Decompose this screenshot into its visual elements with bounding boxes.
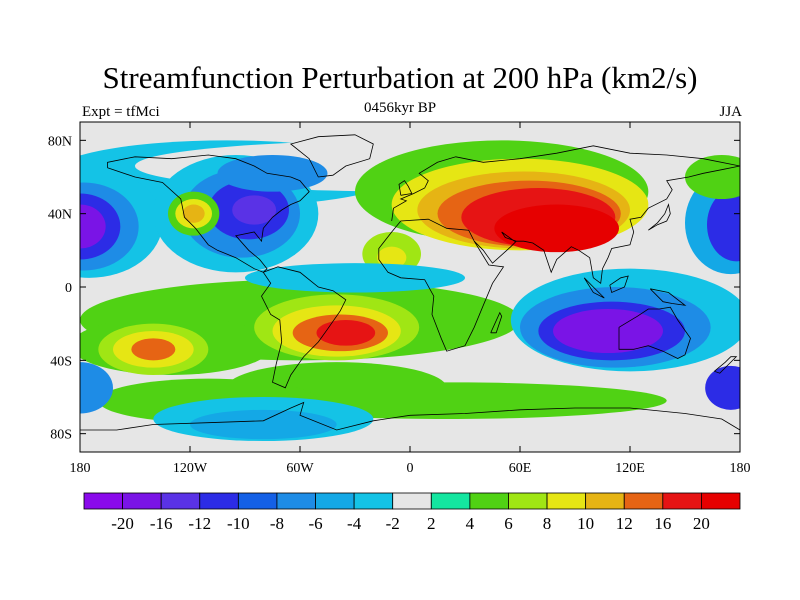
colorbar-label-12: 10 bbox=[577, 514, 594, 533]
field-contour-45 bbox=[685, 155, 740, 199]
colorbar-swatch-13 bbox=[585, 492, 625, 510]
coastline-12 bbox=[609, 275, 629, 294]
colorbar-label-0: -20 bbox=[111, 514, 134, 533]
colorbar-swatch-4 bbox=[237, 492, 278, 510]
field-contour-32 bbox=[316, 320, 376, 346]
lon-tick-label-4: 60E bbox=[509, 461, 532, 476]
field-contour-12 bbox=[707, 188, 740, 262]
colorbar-swatch-15 bbox=[662, 492, 702, 510]
lat-tick-label-2: 0 bbox=[65, 281, 72, 296]
colorbar-label-6: -4 bbox=[347, 514, 362, 533]
colorbar-label-2: -12 bbox=[188, 514, 211, 533]
field-contour-22 bbox=[377, 246, 407, 269]
coastline-13 bbox=[649, 288, 687, 306]
colorbar-label-8: 2 bbox=[427, 514, 436, 533]
coastline-3 bbox=[378, 218, 505, 352]
axis-ticks: 80N 40N 0 40S 80S 180 120W 60W 0 60E 120E 180 bbox=[48, 122, 751, 476]
chart-title: Streamfunction Perturbation at 200 hPa (… bbox=[102, 60, 698, 95]
coastline-9 bbox=[398, 180, 413, 196]
colorbar-swatch-5 bbox=[276, 492, 316, 510]
colorbar-swatch-3 bbox=[199, 492, 239, 510]
field-contour-17 bbox=[217, 155, 328, 192]
coastline-5 bbox=[473, 165, 740, 285]
colorbar-label-14: 16 bbox=[654, 514, 671, 533]
field-contour-16 bbox=[232, 195, 277, 225]
streamfunction-field bbox=[80, 122, 740, 452]
field-contour-35 bbox=[131, 338, 176, 361]
coastline-14 bbox=[714, 356, 738, 374]
lon-tick-label-6: 180 bbox=[730, 461, 751, 476]
colorbar-swatch-8 bbox=[392, 492, 432, 510]
coastline-1 bbox=[289, 134, 374, 178]
coastline-8 bbox=[490, 311, 503, 334]
field-contour-28 bbox=[494, 204, 619, 253]
lon-tick-label-3: 0 bbox=[407, 461, 414, 476]
colorbar-label-1: -16 bbox=[150, 514, 173, 533]
lon-tick-label-2: 60W bbox=[286, 461, 314, 476]
colorbar-swatch-9 bbox=[430, 492, 471, 510]
field-contour-10 bbox=[80, 204, 106, 249]
colorbar-label-7: -2 bbox=[386, 514, 400, 533]
lat-tick-label-4: 80S bbox=[50, 428, 72, 443]
lon-tick-label-1: 120W bbox=[173, 461, 208, 476]
colorbar-swatch-11 bbox=[508, 492, 548, 510]
colorbar-swatch-14 bbox=[623, 492, 664, 510]
colorbar-swatch-16 bbox=[701, 492, 741, 510]
colorbar-label-3: -10 bbox=[227, 514, 250, 533]
coastline-7 bbox=[80, 401, 740, 431]
colorbar-label-5: -6 bbox=[308, 514, 322, 533]
colorbar-label-9: 4 bbox=[466, 514, 475, 533]
lon-tick-label-5: 120E bbox=[615, 461, 645, 476]
coastlines bbox=[80, 134, 740, 431]
lat-tick-label-3: 40S bbox=[50, 354, 72, 369]
colorbar-swatch-1 bbox=[122, 492, 162, 510]
field-contour-39 bbox=[553, 309, 663, 353]
coastline-0 bbox=[107, 154, 310, 273]
colorbar-swatch-6 bbox=[315, 492, 355, 510]
coastline-2 bbox=[261, 266, 347, 389]
colorbar-label-13: 12 bbox=[616, 514, 633, 533]
colorbar-swatch-10 bbox=[469, 492, 509, 510]
lon-tick-label-0: 180 bbox=[70, 461, 91, 476]
experiment-label: Expt = tfMci bbox=[82, 104, 160, 120]
field-contour-41 bbox=[80, 362, 113, 414]
field-contour-40 bbox=[245, 263, 465, 293]
time-label: 0456kyr BP bbox=[363, 100, 437, 116]
coastline-4 bbox=[391, 145, 740, 222]
field-contour-20 bbox=[182, 204, 205, 223]
field-contour-42 bbox=[705, 365, 740, 410]
colorbar: -20 -16 -12 -10 -8 -6 -4 -2 2 4 6 8 10 12 16 20 bbox=[83, 492, 741, 533]
colorbar-label-10: 6 bbox=[504, 514, 513, 533]
season-label: JJA bbox=[719, 104, 742, 120]
coastline-11 bbox=[583, 277, 605, 299]
coastline-6 bbox=[618, 306, 691, 359]
lat-tick-label-1: 40N bbox=[48, 208, 72, 223]
colorbar-label-15: 20 bbox=[693, 514, 710, 533]
colorbar-swatch-7 bbox=[353, 492, 394, 510]
colorbar-label-11: 8 bbox=[543, 514, 552, 533]
colorbar-swatch-12 bbox=[546, 492, 587, 510]
colorbar-swatch-0 bbox=[83, 492, 123, 510]
lat-tick-label-0: 80N bbox=[48, 134, 72, 149]
colorbar-label-4: -8 bbox=[270, 514, 284, 533]
colorbar-swatch-2 bbox=[160, 492, 201, 510]
field-contour-44 bbox=[190, 409, 337, 440]
coastline-10 bbox=[648, 203, 671, 231]
